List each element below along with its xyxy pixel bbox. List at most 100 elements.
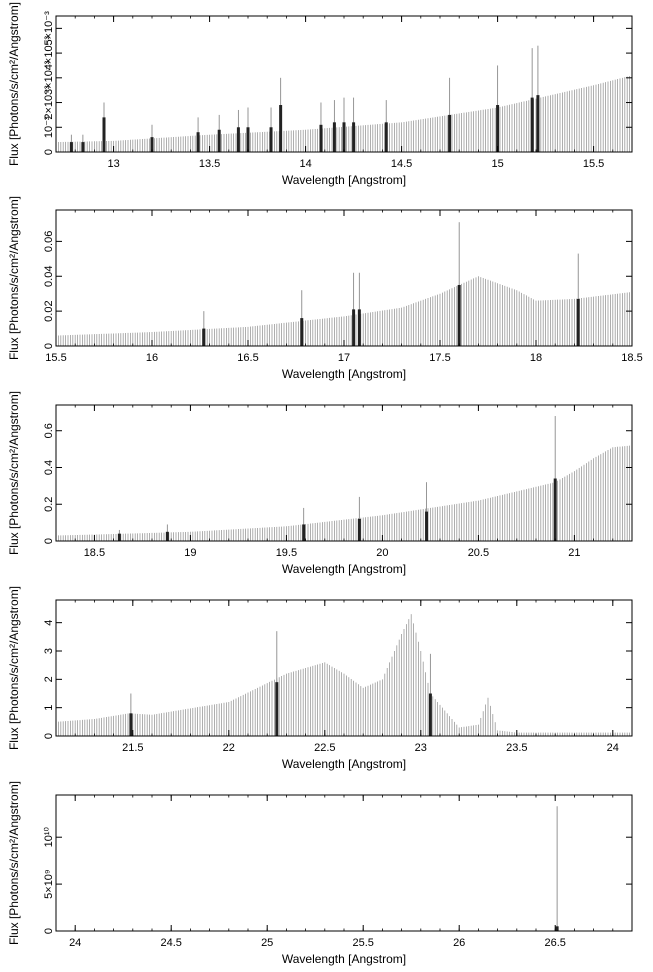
chart-3-x-axis: 18.5 19 19.5 20 20.5 21 bbox=[55, 405, 633, 559]
chart-5-ylabel: Flux [Photons/s/cm²/Angstrom] bbox=[7, 781, 21, 945]
y-tick-label: 5×10⁹ bbox=[43, 869, 55, 899]
y-tick-label: 0 bbox=[43, 928, 55, 934]
line-6-bar bbox=[576, 298, 580, 346]
line-4-bar bbox=[150, 137, 154, 152]
line-9-bar bbox=[269, 127, 273, 152]
x-tick-label: 20 bbox=[376, 547, 388, 559]
chart-1-xlabel: Wavelength [Angstrom] bbox=[282, 173, 406, 187]
line-15-bar bbox=[384, 122, 388, 152]
x-tick-label: 15.5 bbox=[45, 352, 66, 364]
line-1-bar bbox=[555, 926, 559, 931]
x-tick-label: 21.5 bbox=[122, 742, 143, 754]
y-tick-label: 2 bbox=[43, 676, 55, 682]
chart-2-plot-area bbox=[56, 222, 632, 346]
y-tick-label: 3×10⁻³ bbox=[43, 60, 55, 95]
line-2-bar bbox=[81, 142, 85, 152]
line-10-bar bbox=[279, 105, 283, 152]
x-tick-label: 23 bbox=[415, 742, 427, 754]
x-tick-label: 19 bbox=[184, 547, 196, 559]
line-11-bar bbox=[319, 124, 323, 152]
line-3-bar bbox=[352, 309, 356, 346]
x-tick-label: 24 bbox=[69, 937, 81, 949]
line-5-bar bbox=[457, 284, 461, 346]
chart-1-ylabel: Flux [Photons/s/cm²/Angstrom] bbox=[7, 2, 21, 166]
x-tick-label: 16 bbox=[146, 352, 158, 364]
x-tick-label: 24.5 bbox=[160, 937, 181, 949]
chart-panel-2: 15.5 16 16.5 17 17.5 18 18.5 0 0.02 0.04 0.06 Wavel… bbox=[0, 194, 653, 386]
chart-5-plot-area bbox=[555, 806, 559, 931]
line-4-bar bbox=[357, 309, 361, 346]
chart-1-lines bbox=[69, 45, 540, 152]
x-tick-label: 14.5 bbox=[391, 158, 412, 170]
x-tick-label: 13 bbox=[107, 158, 119, 170]
x-tick-label: 15.5 bbox=[583, 158, 604, 170]
x-tick-label: 26.5 bbox=[544, 937, 565, 949]
y-tick-label: 10¹⁰ bbox=[43, 826, 55, 847]
chart-1-svg: 13 13.5 14 14.5 15 15.5 0 10⁻³2×10⁻³3×10⁻³4×10⁻… bbox=[7, 2, 633, 187]
chart-1-x-axis: 13 13.5 14 14.5 15 15.5 bbox=[55, 16, 633, 170]
x-tick-label: 14 bbox=[299, 158, 311, 170]
y-tick-label: 0.06 bbox=[43, 231, 55, 252]
chart-3-plot-area bbox=[56, 416, 632, 541]
chart-4-plot-area bbox=[56, 614, 632, 736]
line-1-bar bbox=[69, 142, 73, 152]
x-tick-label: 20.5 bbox=[468, 547, 489, 559]
chart-4-x-axis: 21.5 22 22.5 23 23.5 24 bbox=[55, 600, 633, 754]
chart-2-continuum bbox=[56, 276, 632, 346]
chart-5-x-axis: 24 24.5 25 25.5 26 26.5 bbox=[55, 795, 633, 949]
line-16-bar bbox=[448, 114, 452, 152]
x-tick-label: 18.5 bbox=[84, 547, 105, 559]
chart-2-xlabel: Wavelength [Angstrom] bbox=[282, 367, 406, 381]
chart-4-y-axis: 0 1 2 3 4 bbox=[43, 620, 632, 739]
x-tick-label: 22 bbox=[223, 742, 235, 754]
y-tick-label: 0 bbox=[43, 149, 55, 155]
x-tick-label: 25 bbox=[261, 937, 273, 949]
chart-4-continuum bbox=[56, 614, 632, 736]
x-tick-label: 18.5 bbox=[621, 352, 642, 364]
line-19-bar bbox=[536, 95, 540, 152]
y-tick-label: 0.04 bbox=[43, 266, 55, 287]
x-tick-label: 17 bbox=[338, 352, 350, 364]
y-tick-label: 0.02 bbox=[43, 300, 55, 321]
chart-panel-1: 13 13.5 14 14.5 15 15.5 0 10⁻³ 2×10⁻³ 3×10⁻³ 4×10⁻… bbox=[0, 0, 653, 192]
line-13-bar bbox=[342, 122, 346, 152]
x-tick-label: 26 bbox=[453, 937, 465, 949]
chart-1-y-axis: 0 10⁻³2×10⁻³3×10⁻³4×10⁻³5×10⁻³ bbox=[43, 11, 632, 155]
line-6-bar bbox=[217, 129, 221, 152]
line-5-bar bbox=[425, 511, 429, 541]
x-tick-label: 22.5 bbox=[314, 742, 335, 754]
line-12-bar bbox=[332, 122, 336, 152]
line-1-bar bbox=[202, 328, 206, 346]
y-tick-label: 0 bbox=[43, 538, 55, 544]
chart-panel-3: 18.5 19 19.5 20 20.5 21 0 0.2 0.4 0.6 Wavelength [… bbox=[0, 389, 653, 581]
chart-2-ylabel: Flux [Photons/s/cm²/Angstrom] bbox=[7, 196, 21, 360]
y-tick-label: 4×10⁻³ bbox=[43, 36, 55, 71]
chart-3-y-axis: 0 0.2 0.4 0.6 bbox=[43, 423, 632, 544]
y-tick-label: 3 bbox=[43, 648, 55, 654]
line-18-bar bbox=[530, 97, 534, 152]
line-14-bar bbox=[352, 122, 356, 152]
chart-panel-5: 24 24.5 25 25.5 26 26.5 0 5×10⁹ 10¹⁰ Wavelength [… bbox=[0, 779, 653, 971]
y-tick-label: 10⁻³ bbox=[43, 116, 55, 138]
chart-2-x-axis: 15.5 16 16.5 17 17.5 18 18.5 bbox=[45, 210, 643, 364]
chart-5-svg: 24 24.5 25 25.5 26 26.5 0 5×10⁹ 10¹⁰ Wavelength [… bbox=[7, 781, 633, 966]
line-8-bar bbox=[246, 127, 250, 152]
y-tick-label: 4 bbox=[43, 620, 55, 626]
line-2-bar bbox=[300, 318, 304, 346]
y-tick-label: 5×10⁻³ bbox=[43, 11, 55, 46]
y-tick-label: 0.4 bbox=[43, 460, 55, 475]
chart-5-xlabel: Wavelength [Angstrom] bbox=[282, 952, 406, 966]
x-tick-label: 17.5 bbox=[429, 352, 450, 364]
line-7-bar bbox=[236, 127, 240, 152]
line-3-bar bbox=[302, 524, 306, 541]
chart-5-frame bbox=[55, 794, 633, 932]
line-4-bar bbox=[357, 518, 361, 541]
x-tick-label: 23.5 bbox=[506, 742, 527, 754]
chart-2-y-axis: 0 0.02 0.04 0.06 bbox=[43, 231, 632, 349]
chart-4-lines bbox=[129, 631, 432, 736]
line-5-bar bbox=[196, 132, 200, 152]
line-1-bar bbox=[129, 713, 133, 736]
chart-3-continuum bbox=[56, 445, 632, 541]
chart-4-ylabel: Flux [Photons/s/cm²/Angstrom] bbox=[7, 586, 21, 750]
